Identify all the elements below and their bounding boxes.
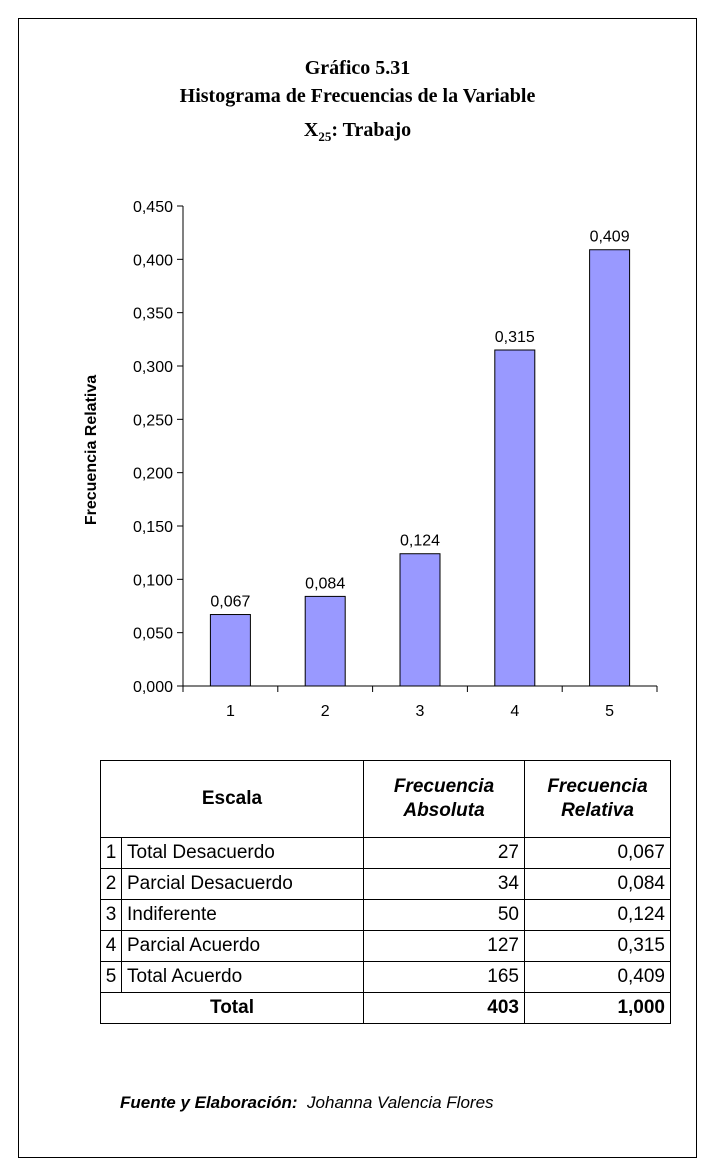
row-label: Indiferente xyxy=(121,899,364,931)
row-index: 2 xyxy=(100,868,122,900)
row-index: 3 xyxy=(100,899,122,931)
x-tick-label: 2 xyxy=(321,703,330,720)
row-label: Total Desacuerdo xyxy=(121,837,364,869)
x-tick-label: 1 xyxy=(226,703,235,720)
source-label: Fuente y Elaboración: xyxy=(120,1093,298,1112)
table-row: 1 Total Desacuerdo 27 0,067 xyxy=(100,837,671,869)
bar xyxy=(209,614,251,687)
table-total-row: Total 403 1,000 xyxy=(100,992,671,1024)
data-label: 0,315 xyxy=(495,329,535,346)
y-tick-label: 0,200 xyxy=(133,466,173,483)
total-abs: 403 xyxy=(363,992,525,1024)
title-variable-subscript: 25 xyxy=(318,129,332,144)
bar xyxy=(589,249,631,687)
header-escala: Escala xyxy=(100,760,364,838)
y-tick-label: 0,050 xyxy=(133,626,173,643)
table-header-row: Escala Frecuencia Absoluta Frecuencia Rela… xyxy=(100,760,671,838)
chart-title-line2: Histograma de Frecuencias de la Variable xyxy=(179,85,536,107)
row-rel: 0,084 xyxy=(524,868,671,900)
row-abs: 127 xyxy=(363,930,525,962)
data-label: 0,067 xyxy=(210,594,250,611)
chart-title-line1: Gráfico 5.31 xyxy=(304,57,411,79)
frequency-table: Escala Frecuencia Absoluta Frecuencia Rela… xyxy=(100,760,671,1024)
table-row: 2 Parcial Desacuerdo 34 0,084 xyxy=(100,868,671,900)
header-abs-line1: Frecuencia xyxy=(393,776,495,797)
x-tick-label: 4 xyxy=(510,703,519,720)
source-note: Fuente y Elaboración: Johanna Valencia F… xyxy=(120,1093,494,1113)
row-rel: 0,315 xyxy=(524,930,671,962)
row-abs: 50 xyxy=(363,899,525,931)
y-tick-label: 0,000 xyxy=(133,679,173,696)
bar xyxy=(494,349,536,687)
y-axis-title: Frecuencia Relativa xyxy=(83,375,100,525)
total-label: Total xyxy=(100,992,364,1024)
data-label: 0,409 xyxy=(590,229,630,246)
row-abs: 27 xyxy=(363,837,525,869)
y-tick-label: 0,100 xyxy=(133,572,173,589)
bar xyxy=(399,553,441,687)
y-tick-label: 0,250 xyxy=(133,412,173,429)
title-variable: X xyxy=(303,119,319,141)
y-tick-label: 0,400 xyxy=(133,252,173,269)
x-tick-label: 5 xyxy=(605,703,614,720)
y-tick-label: 0,150 xyxy=(133,519,173,536)
x-tick-label: 3 xyxy=(416,703,425,720)
row-index: 4 xyxy=(100,930,122,962)
total-rel: 1,000 xyxy=(524,992,671,1024)
y-tick-label: 0,300 xyxy=(133,359,173,376)
header-rel-line1: Frecuencia xyxy=(547,776,648,797)
table-row: 4 Parcial Acuerdo 127 0,315 xyxy=(100,930,671,962)
row-rel: 0,409 xyxy=(524,961,671,993)
table-row: 5 Total Acuerdo 165 0,409 xyxy=(100,961,671,993)
row-label: Parcial Desacuerdo xyxy=(121,868,364,900)
row-abs: 165 xyxy=(363,961,525,993)
row-rel: 0,067 xyxy=(524,837,671,869)
bar xyxy=(304,595,346,687)
bar-chart: 0,000 0,050 0,100 0,150 0,200 0,250 0,300 0,350… xyxy=(83,199,658,720)
data-label: 0,124 xyxy=(400,533,440,550)
row-index: 1 xyxy=(100,837,122,869)
header-rel-line2: Relativa xyxy=(561,800,634,821)
row-abs: 34 xyxy=(363,868,525,900)
header-frecuencia-absoluta: Frecuencia Absoluta xyxy=(363,760,525,838)
row-index: 5 xyxy=(100,961,122,993)
row-label: Parcial Acuerdo xyxy=(121,930,364,962)
row-label: Total Acuerdo xyxy=(121,961,364,993)
chart-title-line3: X25: Trabajo xyxy=(18,119,697,145)
source-author: Johanna Valencia Flores xyxy=(307,1093,494,1112)
header-frecuencia-relativa: Frecuencia Relativa xyxy=(524,760,671,838)
row-rel: 0,124 xyxy=(524,899,671,931)
data-label: 0,084 xyxy=(305,575,345,592)
title-variable-name: : Trabajo xyxy=(331,119,412,141)
y-tick-label: 0,350 xyxy=(133,306,173,323)
y-tick-label: 0,450 xyxy=(133,199,173,216)
header-abs-line2: Absoluta xyxy=(403,800,485,821)
table-row: 3 Indiferente 50 0,124 xyxy=(100,899,671,931)
